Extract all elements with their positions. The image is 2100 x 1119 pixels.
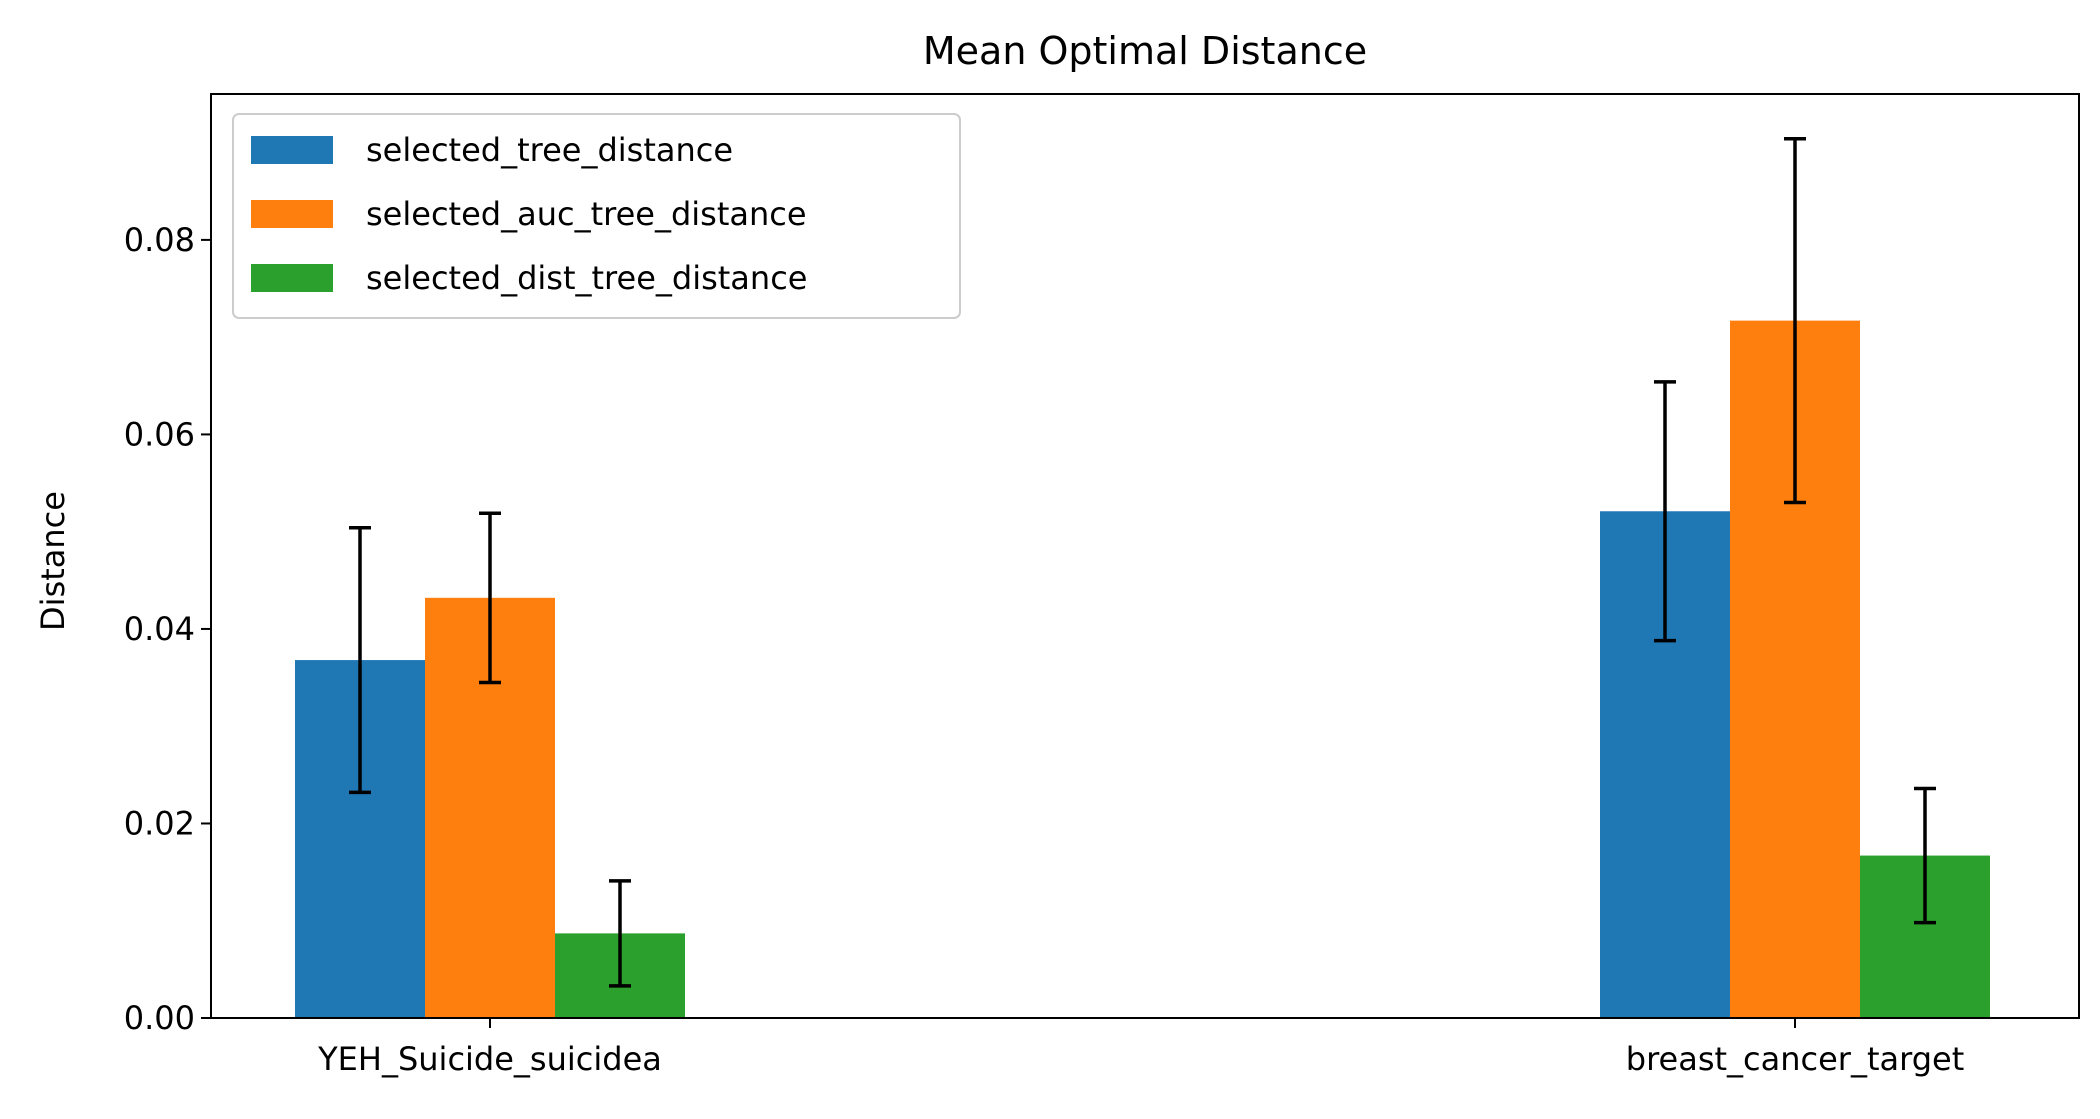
chart-title: Mean Optimal Distance [923, 29, 1367, 73]
x-tick-label: YEH_Suicide_suicidea [317, 1040, 662, 1078]
y-tick-label: 0.04 [124, 610, 195, 648]
legend-box [232, 113, 961, 319]
plot-frame [210, 93, 2080, 1019]
y-tick-label: 0.00 [124, 999, 195, 1037]
plot-area: 0.00 0.02 0.04 0.06 0.08 YEH_Suicide_suicidea… [124, 136, 1990, 1078]
y-tick-label: 0.08 [124, 221, 195, 259]
legend: selected_tree_distance selected_auc_tree_… [232, 113, 961, 319]
y-tick-label: 0.02 [124, 804, 195, 842]
x-tick-label: breast_cancer_target [1626, 1040, 1965, 1078]
y-tick-label: 0.06 [124, 415, 195, 453]
legend-label: selected_dist_tree_distance [366, 259, 807, 297]
legend-swatch-selected_auc_tree_distance [251, 200, 333, 228]
legend-label: selected_tree_distance [366, 131, 733, 169]
legend-swatch-selected_tree_distance [251, 136, 333, 164]
legend-label: selected_auc_tree_distance [366, 195, 807, 233]
y-axis-title: Distance [34, 491, 72, 631]
legend-swatch-selected_dist_tree_distance [251, 264, 333, 292]
